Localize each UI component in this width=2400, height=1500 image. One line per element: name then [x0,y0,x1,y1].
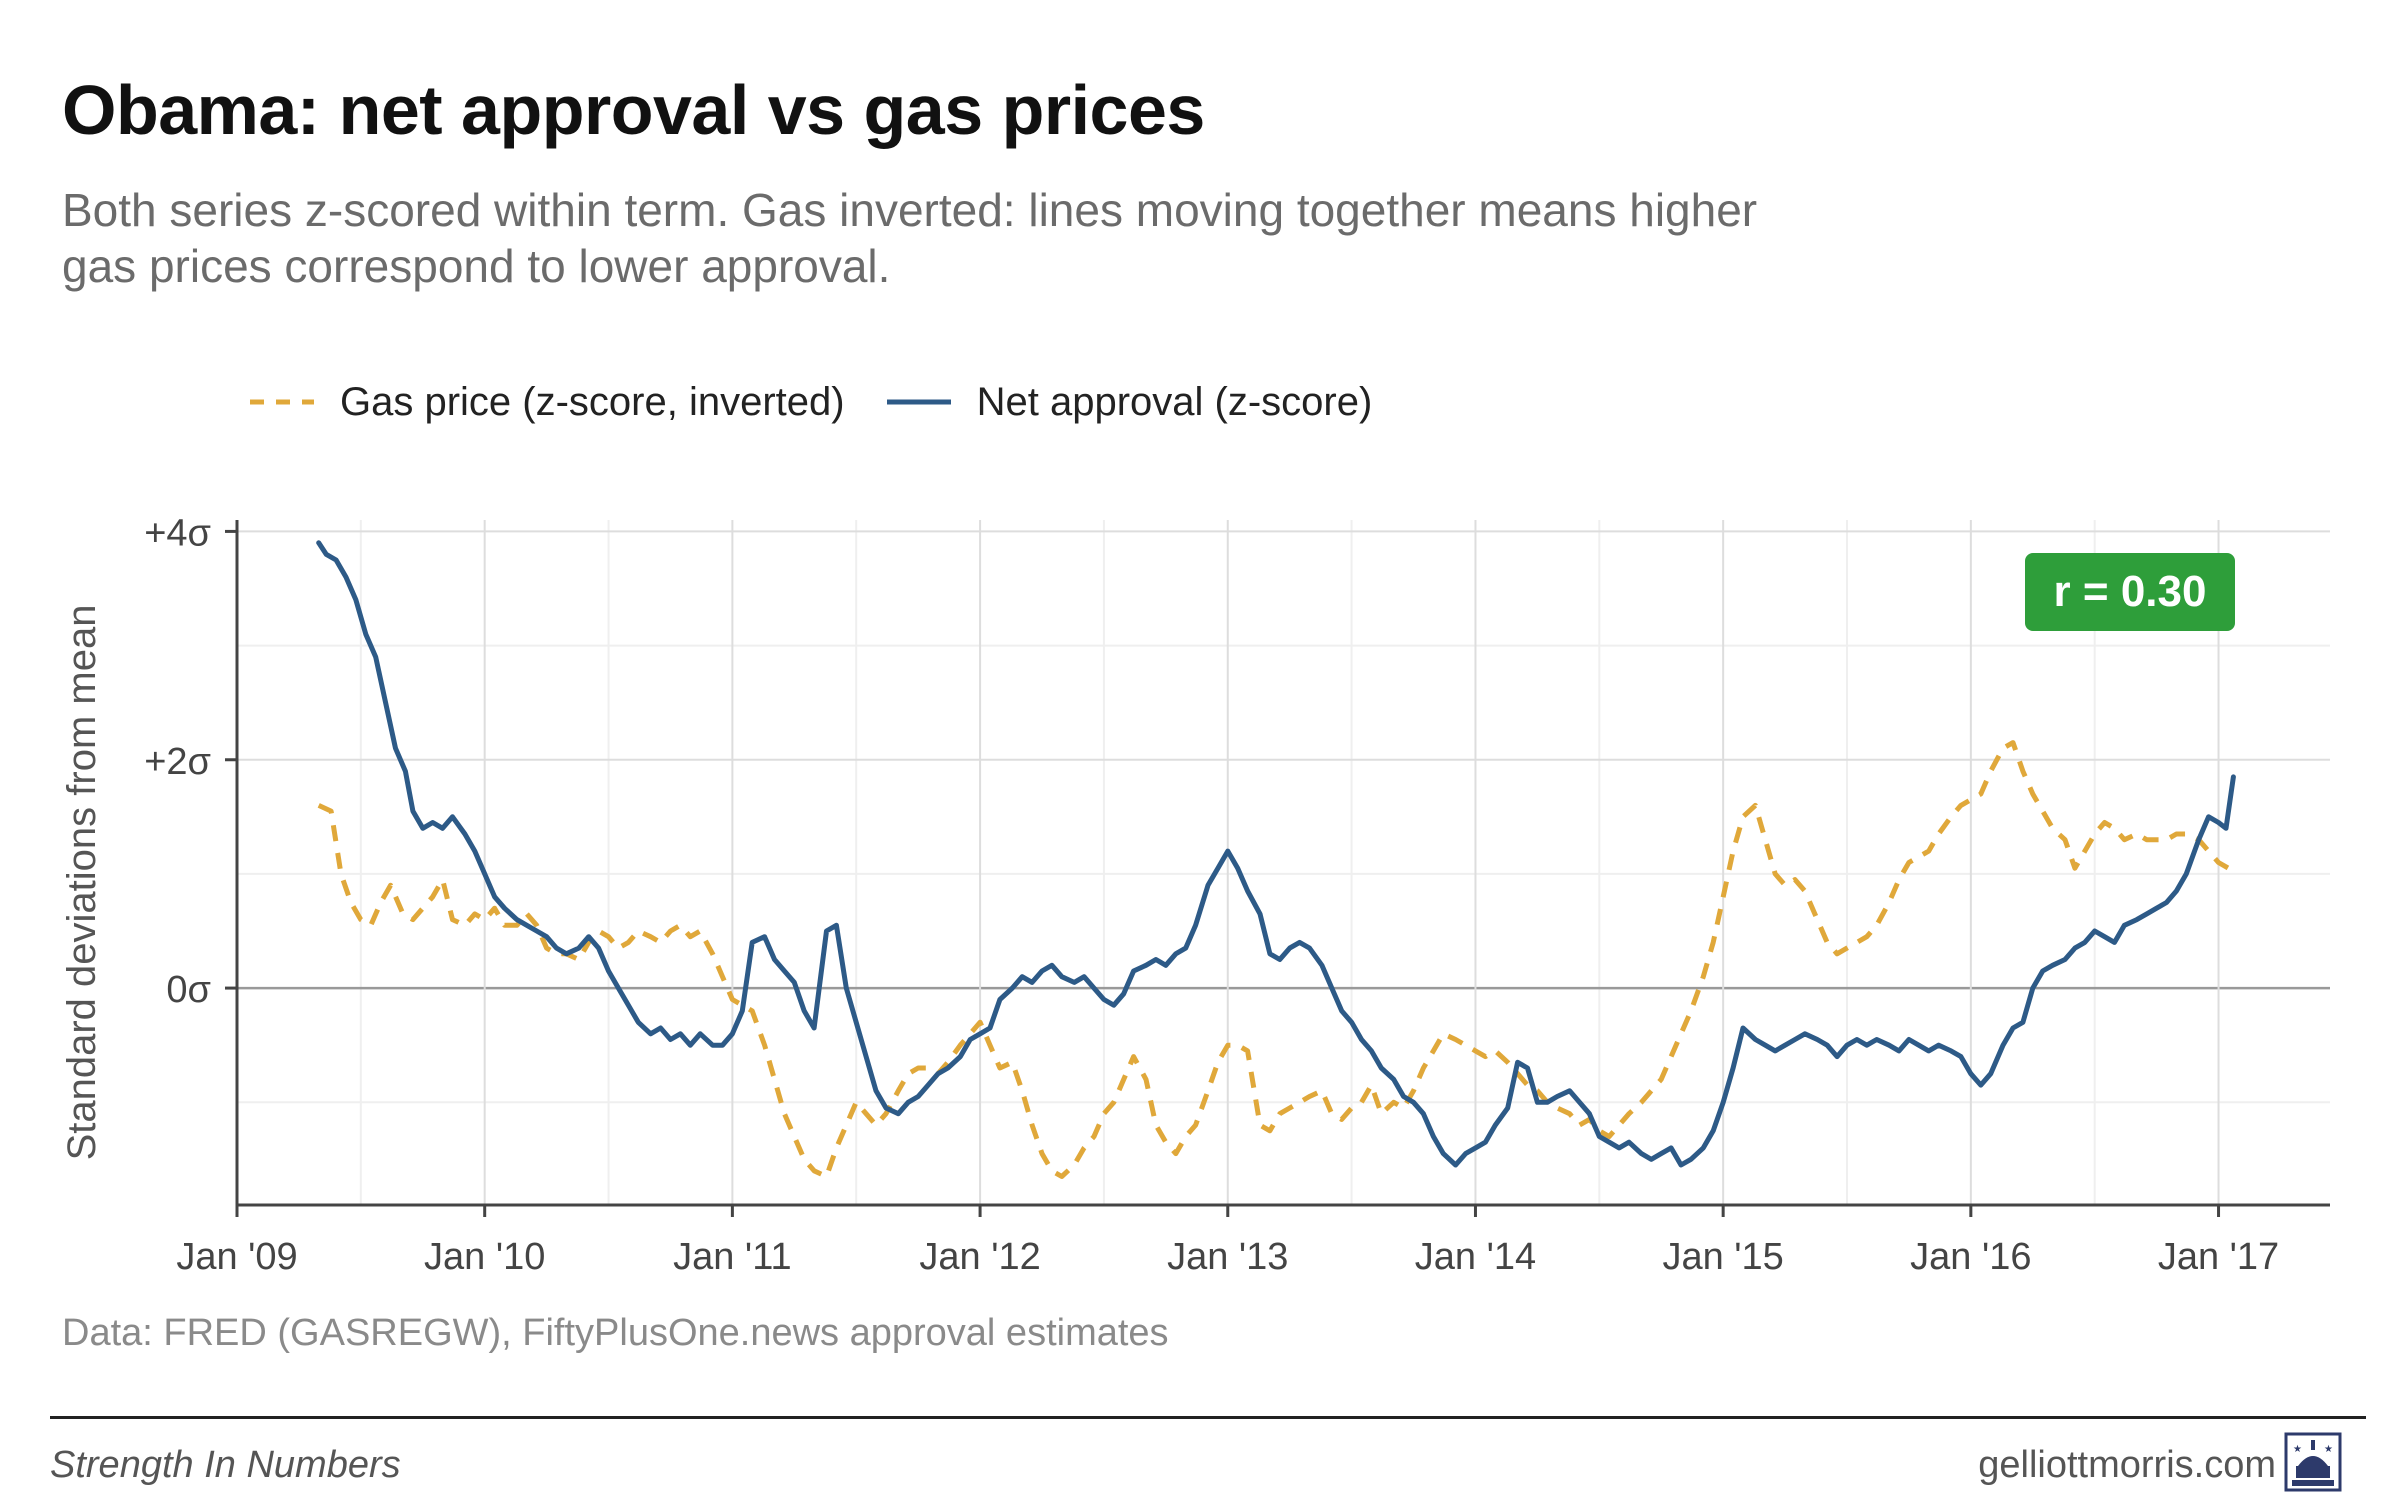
x-tick-label: Jan '10 [424,1236,545,1278]
legend-key-gas [250,399,314,405]
svg-text:★: ★ [2324,1444,2333,1455]
x-tick-label: Jan '09 [176,1236,297,1278]
source-note: Data: FRED (GASREGW), FiftyPlusOne.news … [62,1312,1169,1354]
publication-name: Strength In Numbers [50,1444,401,1486]
chart-subtitle: Both series z-scored within term. Gas in… [62,184,1758,292]
y-tick-label: +4σ [144,512,211,554]
legend-label-approval: Net approval (z-score) [976,379,1373,424]
series-line-gas [317,740,2230,1179]
svg-text:★: ★ [2293,1444,2302,1455]
correlation-badge: r = 0.30 [2025,553,2235,631]
x-tick-label: Jan '16 [1910,1236,2031,1278]
y-axis-title: Standard deviations from mean [60,605,104,1161]
legend-label-gas: Gas price (z-score, inverted) [340,379,845,424]
chart-plot: +4σ +2σ 0σ Jan '09 Jan '10 Jan '11 Jan '12 Jan … [60,512,2330,1278]
x-tick-label: Jan '17 [2158,1236,2279,1278]
x-tick-label: Jan '15 [1662,1236,1783,1278]
x-tick-label: Jan '13 [1167,1236,1288,1278]
chart-title: Obama: net approval vs gas prices [62,71,1205,149]
capitol-logo-icon: ★ ★ [2284,1432,2342,1492]
y-tick-label: +2σ [144,741,211,783]
series-line-approval [316,540,2236,1168]
legend-item-gas: Gas price (z-score, inverted) [250,380,845,425]
x-tick-label: Jan '11 [673,1236,792,1278]
x-tick-label: Jan '14 [1415,1236,1536,1278]
y-tick-label: 0σ [166,969,211,1011]
legend: Gas price (z-score, inverted) Net approv… [250,372,1414,432]
site-url: gelliottmorris.com [1978,1444,2276,1486]
legend-key-approval [886,399,951,405]
footer-divider [50,1416,2366,1419]
x-tick-label: Jan '12 [919,1236,1040,1278]
legend-item-approval: Net approval (z-score) [886,379,1373,425]
